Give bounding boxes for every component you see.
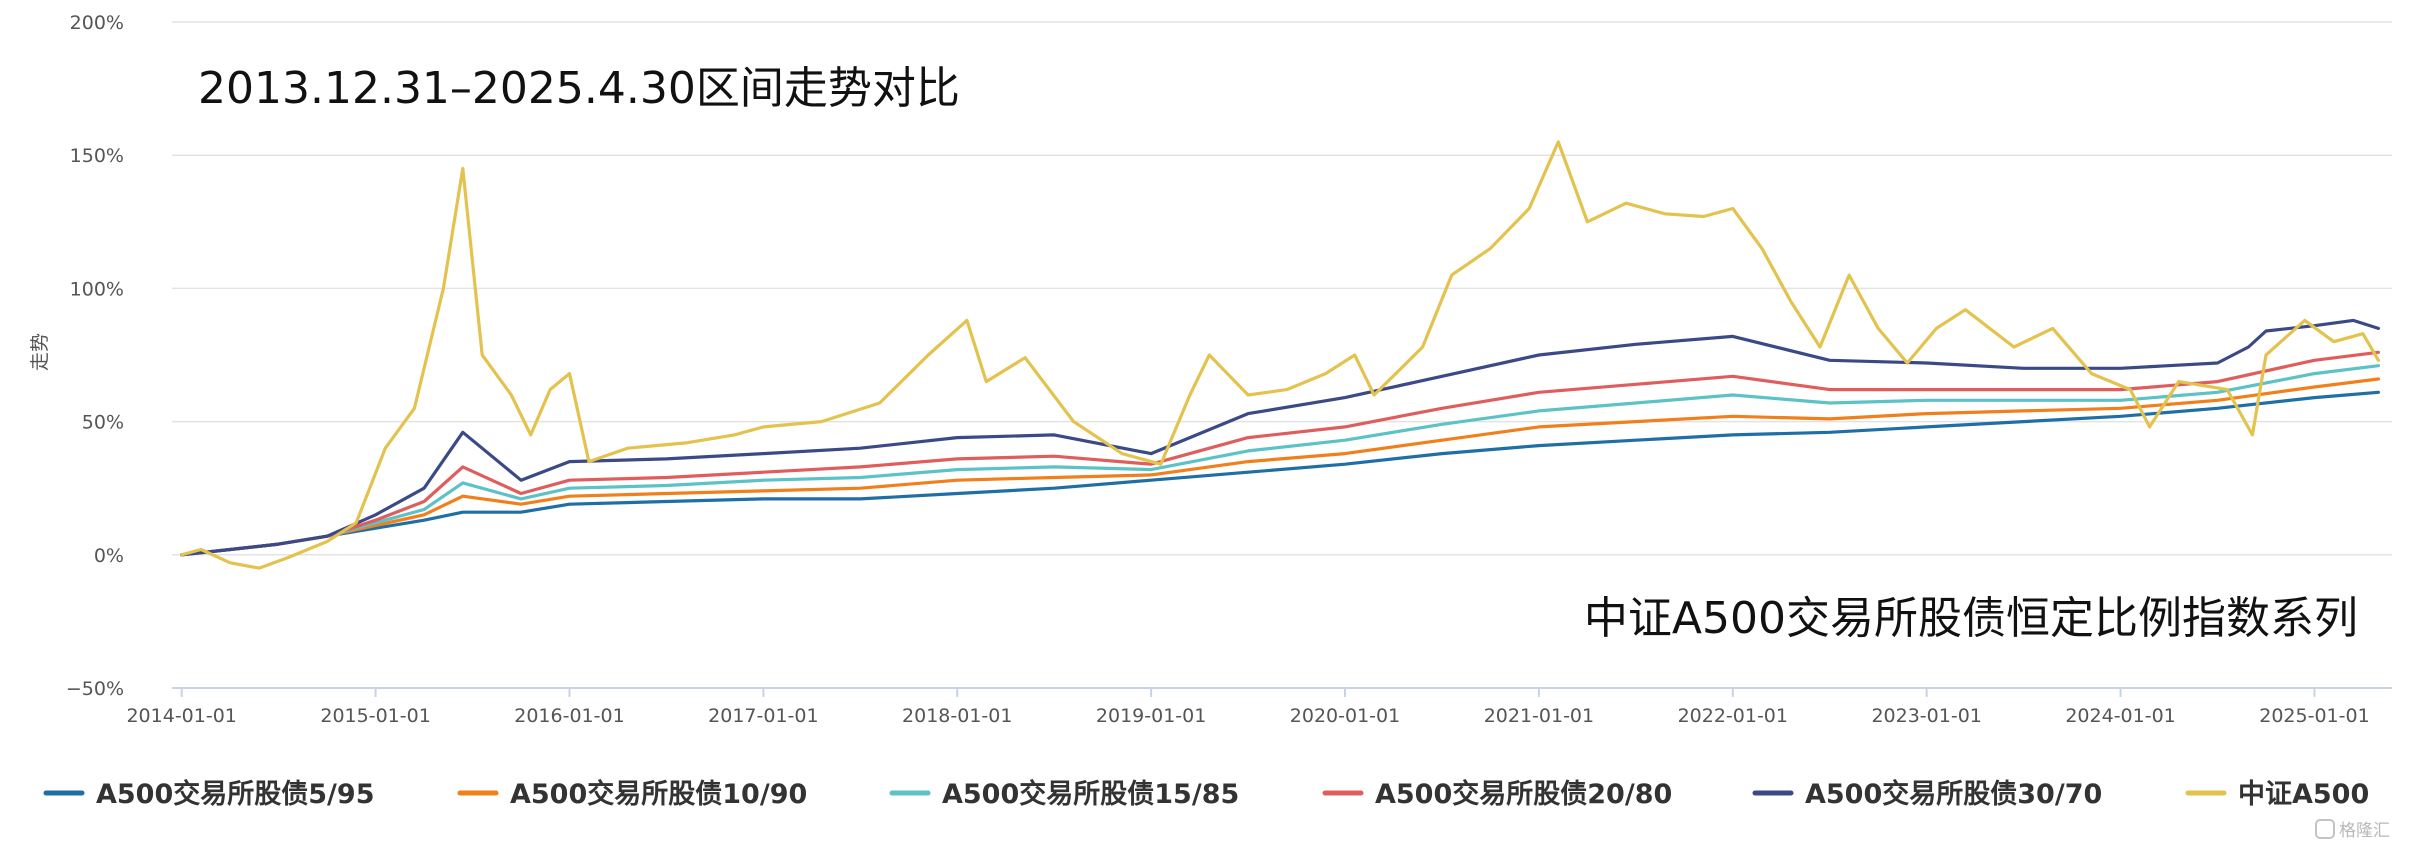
x-tick-label: 2022-01-01 (1678, 705, 1788, 727)
y-tick-label: 200% (70, 12, 124, 34)
legend: A500交易所股债5/95 A500交易所股债10/90 A500交易所股债15/8… (43, 778, 2369, 810)
x-tick-label: 2020-01-01 (1290, 705, 1400, 727)
series-line (180, 364, 2380, 557)
y-tick-label: 100% (70, 278, 124, 300)
series-line (180, 390, 2380, 557)
series-line (180, 318, 2380, 557)
x-tick-label: 2019-01-01 (1096, 705, 1206, 727)
chart-annotation: 中证A500交易所股债恒定比例指数系列 (1584, 593, 2358, 644)
chart-title: 2013.12.31–2025.4.30区间走势对比 (198, 63, 960, 114)
y-axis-label: 走势 (29, 333, 51, 371)
x-tick-label: 2023-01-01 (1871, 705, 1981, 727)
legend-label: A500交易所股债15/85 (942, 778, 1239, 810)
x-tick-labels: 2014-01-01 2015-01-01 2016-01-01 2017-01-01… (126, 705, 2369, 727)
watermark: 格隆汇 (2315, 819, 2390, 841)
series-lines (180, 140, 2380, 570)
x-tick-label: 2015-01-01 (320, 705, 430, 727)
series-line (180, 377, 2380, 557)
series-line (180, 350, 2380, 557)
x-tick-label: 2017-01-01 (708, 705, 818, 727)
x-tick-label: 2016-01-01 (514, 705, 624, 727)
y-tick-label: 150% (70, 145, 124, 167)
legend-label: A500交易所股债5/95 (96, 778, 374, 810)
y-tick-label: 50% (82, 412, 124, 434)
legend-label: A500交易所股债10/90 (510, 778, 807, 810)
legend-label: 中证A500 (2238, 779, 2369, 810)
axes (172, 687, 2392, 697)
y-tick-label: 0% (94, 545, 124, 567)
x-tick-label: 2021-01-01 (1484, 705, 1594, 727)
y-tick-labels: −50% 0% 50% 100% 150% 200% (66, 12, 124, 700)
x-tick-label: 2025-01-01 (2259, 705, 2369, 727)
x-tick-label: 2018-01-01 (902, 705, 1012, 727)
series-line (180, 140, 2380, 570)
x-tick-label: 2014-01-01 (126, 705, 236, 727)
x-tick-label: 2024-01-01 (2065, 705, 2175, 727)
y-tick-label: −50% (66, 678, 124, 700)
legend-label: A500交易所股债20/80 (1375, 778, 1672, 810)
watermark-logo-icon (2315, 819, 2335, 839)
legend-label: A500交易所股债30/70 (1805, 778, 2102, 810)
watermark-text: 格隆汇 (2339, 821, 2390, 841)
